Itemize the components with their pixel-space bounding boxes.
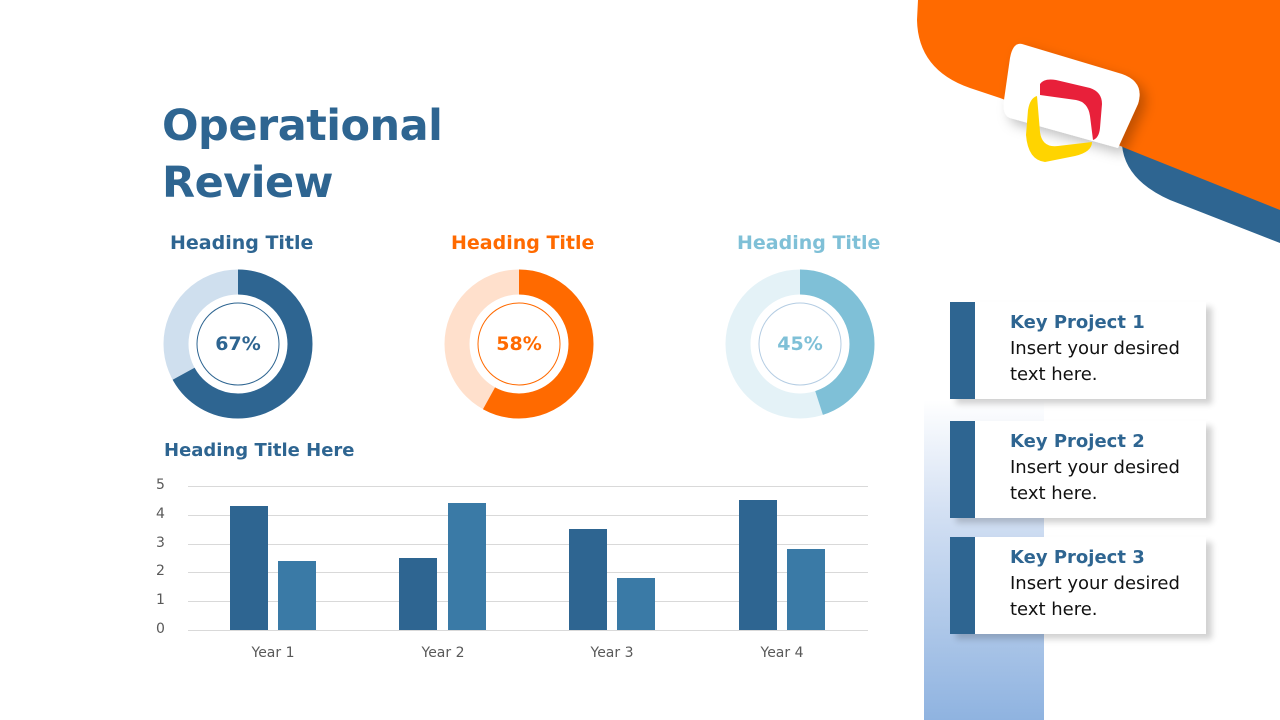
x-tick: Year 3 bbox=[590, 645, 634, 661]
donut-heading: Heading Title bbox=[737, 232, 881, 254]
bar-chart-title: Heading Title Here bbox=[164, 440, 355, 461]
key-project-card-2: Key Project 2 Insert your desired text h… bbox=[950, 421, 1206, 518]
gridline bbox=[188, 601, 868, 602]
bar-year1-series2 bbox=[278, 561, 316, 630]
x-axis-line bbox=[188, 630, 868, 631]
bar-year4-series2 bbox=[787, 549, 825, 630]
gridline bbox=[188, 544, 868, 545]
bar-year2-series2 bbox=[448, 503, 486, 630]
y-tick: 5 bbox=[156, 477, 165, 493]
orange-shape bbox=[917, 0, 1280, 210]
accent-bar bbox=[950, 421, 975, 518]
donut-ring: 45% bbox=[724, 268, 876, 420]
gridline bbox=[188, 486, 868, 487]
y-tick: 4 bbox=[156, 506, 165, 522]
y-tick: 1 bbox=[156, 592, 165, 608]
accent-bar bbox=[950, 537, 975, 634]
title-line-1: Operational bbox=[162, 101, 443, 151]
y-tick: 3 bbox=[156, 535, 165, 551]
bar-year3-series1 bbox=[569, 529, 607, 630]
gridline bbox=[188, 572, 868, 573]
gridline bbox=[188, 515, 868, 516]
logo-icon bbox=[1026, 79, 1102, 162]
bar-year2-series1 bbox=[399, 558, 437, 630]
donut-heading: Heading Title bbox=[170, 232, 314, 254]
blue-band-shape bbox=[1120, 110, 1280, 243]
donut-chart-1: Heading Title 67% bbox=[160, 232, 360, 432]
bar-year4-series1 bbox=[739, 500, 777, 630]
donut-chart-3: Heading Title 45% bbox=[722, 232, 922, 432]
y-tick: 2 bbox=[156, 563, 165, 579]
donut-ring: 67% bbox=[162, 268, 314, 420]
donut-value: 58% bbox=[496, 333, 542, 355]
title-line-2: Review bbox=[162, 158, 333, 208]
key-project-card-3: Key Project 3 Insert your desired text h… bbox=[950, 537, 1206, 634]
page-title: Operational Review bbox=[162, 98, 443, 212]
y-tick: 0 bbox=[156, 621, 165, 637]
project-description: Insert your desired text here. bbox=[1010, 338, 1180, 385]
donut-value: 67% bbox=[215, 333, 261, 355]
project-description: Insert your desired text here. bbox=[1010, 457, 1180, 504]
donut-heading: Heading Title bbox=[451, 232, 595, 254]
project-description: Insert your desired text here. bbox=[1010, 573, 1180, 620]
project-title: Key Project 1 bbox=[1010, 312, 1145, 333]
key-project-card-1: Key Project 1 Insert your desired text h… bbox=[950, 302, 1206, 399]
x-tick: Year 1 bbox=[251, 645, 295, 661]
x-tick: Year 4 bbox=[760, 645, 804, 661]
project-title: Key Project 2 bbox=[1010, 431, 1145, 452]
bar-year3-series2 bbox=[617, 578, 655, 630]
bar-chart: 5 4 3 2 1 0 Year 1 Year 2 Year 3 Year 4 bbox=[150, 470, 880, 670]
x-tick: Year 2 bbox=[421, 645, 465, 661]
donut-ring: 58% bbox=[443, 268, 595, 420]
logo-card bbox=[1003, 43, 1140, 148]
donut-value: 45% bbox=[777, 333, 823, 355]
project-title: Key Project 3 bbox=[1010, 547, 1145, 568]
donut-chart-2: Heading Title 58% bbox=[441, 232, 641, 432]
bar-year1-series1 bbox=[230, 506, 268, 630]
accent-bar bbox=[950, 302, 975, 399]
